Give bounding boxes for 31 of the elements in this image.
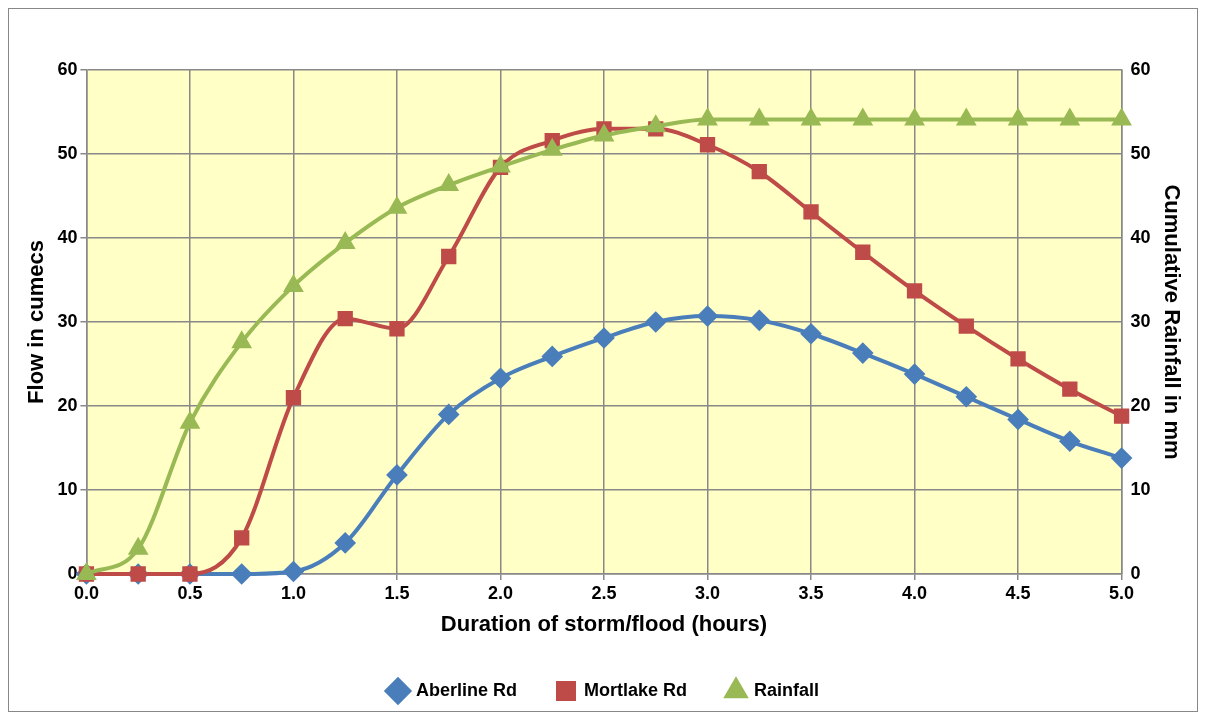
x-tick-label: 2.0 [487,582,513,603]
y-tick-label: 0 [67,562,78,583]
y2-tick-label: 0 [1130,562,1141,583]
x-tick-label: 1.5 [384,582,410,603]
y-tick-label: 20 [57,394,78,415]
x-tick-label: 0.5 [177,582,203,603]
x-tick-label: 0.0 [73,582,99,603]
x-tick-label: 1.0 [280,582,306,603]
y2-tick-label: 10 [1130,478,1151,499]
y2-tick-label: 30 [1130,310,1151,331]
y-tick-label: 30 [57,310,78,331]
x-tick-label: 4.5 [1005,582,1031,603]
legend-label: Aberline Rd [415,679,517,700]
y2-tick-label: 40 [1130,226,1151,247]
y2-axis-title: Cumulative Rainfall in mm [1159,184,1185,460]
y-tick-label: 40 [57,226,78,247]
y-tick-label: 10 [57,478,78,499]
y2-tick-label: 60 [1130,58,1151,79]
y2-tick-label: 20 [1130,394,1151,415]
x-tick-label: 5.0 [1109,582,1135,603]
x-tick-label: 4.0 [902,582,928,603]
x-tick-label: 3.0 [695,582,721,603]
y2-tick-label: 50 [1130,142,1151,163]
legend-label: Mortlake Rd [583,679,688,700]
x-tick-label: 3.5 [798,582,824,603]
x-tick-label: 2.5 [591,582,617,603]
x-axis-title: Duration of storm/flood (hours) [440,610,768,636]
legend-label: Rainfall [754,679,820,700]
y-axis-title: Flow in cumecs [23,240,49,404]
y-tick-label: 50 [57,142,78,163]
y-tick-label: 60 [57,58,78,79]
